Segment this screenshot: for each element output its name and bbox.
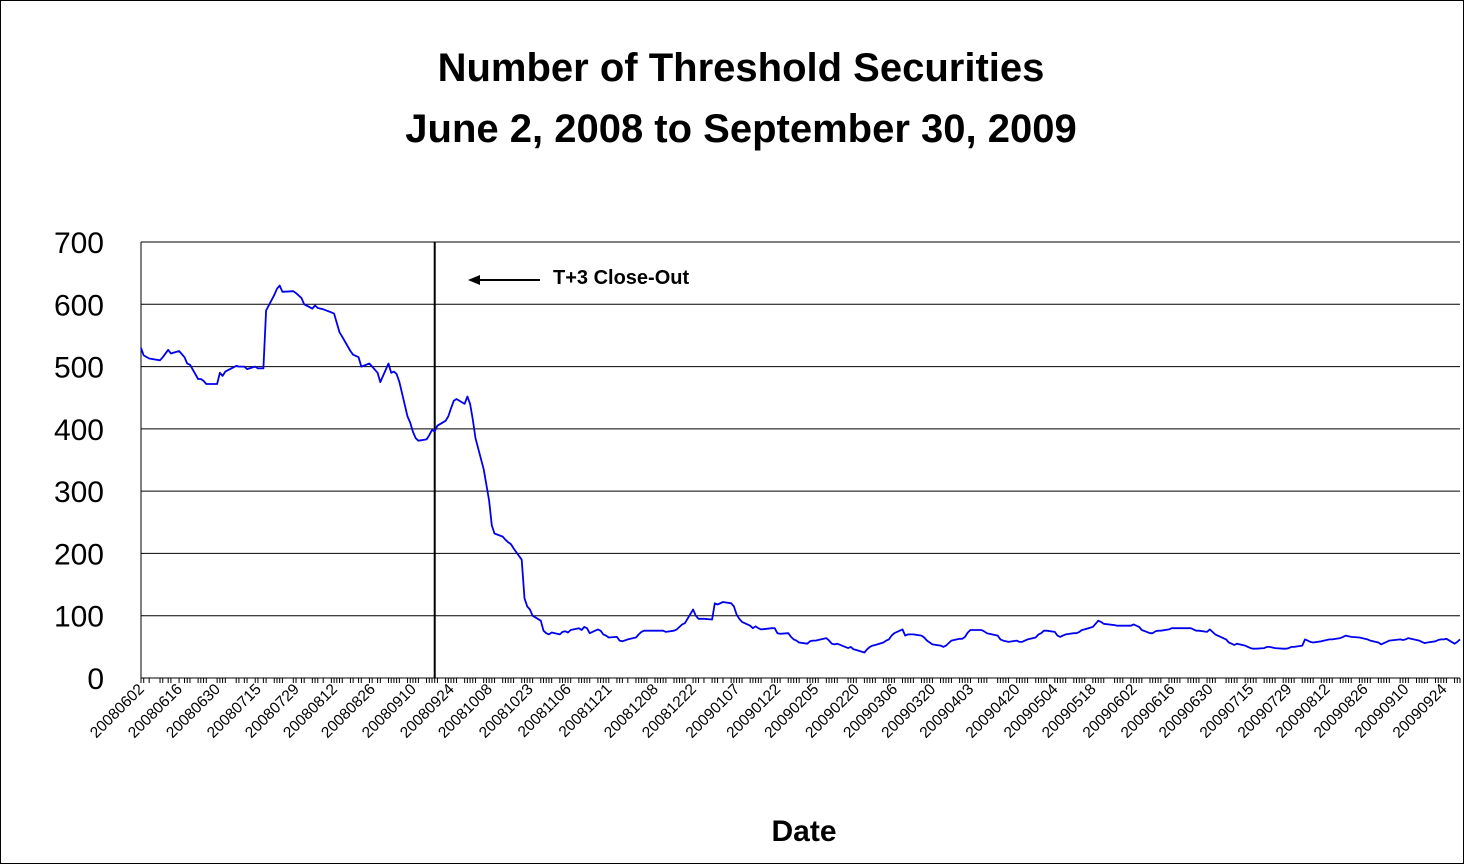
y-tick-label-200: 200	[54, 538, 104, 571]
series-line	[140, 284, 1461, 654]
y-tick-label-600: 600	[54, 289, 104, 322]
gridlines	[141, 241, 1460, 617]
y-tick-label-300: 300	[54, 476, 104, 509]
y-tick-label-0: 0	[87, 663, 104, 696]
x-axis: 2008060220080616200806302008071520080729…	[87, 677, 1461, 742]
annotation-group: T+3 Close-Out	[468, 267, 689, 289]
y-tick-label-500: 500	[54, 352, 104, 385]
y-tick-label-100: 100	[54, 601, 104, 634]
annotation-text: T+3 Close-Out	[553, 267, 689, 289]
chart-title-line-2: June 2, 2008 to September 30, 2009	[405, 107, 1076, 151]
chart-title-line-1: Number of Threshold Securities	[438, 46, 1045, 90]
y-axis: 0 100 200 300 400 500 600 700	[54, 227, 142, 696]
annotation-arrow-head	[468, 275, 480, 285]
x-axis-label: Date	[771, 815, 836, 848]
series-group	[140, 284, 1461, 654]
y-tick-label-400: 400	[54, 414, 104, 447]
y-tick-label-700: 700	[54, 227, 104, 260]
